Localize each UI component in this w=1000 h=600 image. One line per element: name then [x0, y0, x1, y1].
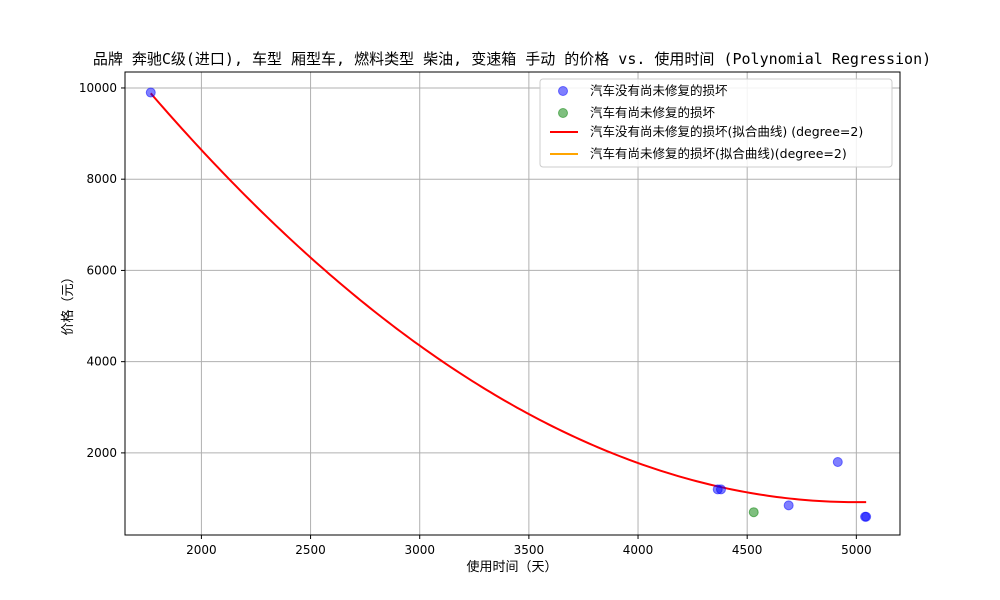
- scatter-point-series-0: [783, 500, 794, 511]
- legend-box: [539, 78, 893, 168]
- scatter-point-series-0: [715, 484, 726, 495]
- y-tick-label: 2000: [86, 446, 117, 460]
- scatter-point-series-0: [832, 457, 843, 468]
- scatter-point-series-1: [748, 507, 759, 518]
- x-tick-label: 3000: [404, 543, 435, 557]
- legend-label-damage: 汽车有尚未修复的损坏: [590, 105, 716, 120]
- y-tick-label: 10000: [79, 81, 117, 95]
- x-tick-label: 2500: [295, 543, 326, 557]
- x-tick-label: 3500: [514, 543, 545, 557]
- series-layer: [145, 87, 872, 522]
- legend-marker-damage: [558, 108, 568, 118]
- x-tick-label: 2000: [186, 543, 217, 557]
- y-tick-label: 4000: [86, 355, 117, 369]
- y-tick-label: 8000: [86, 172, 117, 186]
- x-tick-label: 5000: [841, 543, 872, 557]
- legend-marker-no-damage: [558, 86, 568, 96]
- x-axis-label: 使用时间（天）: [466, 559, 557, 575]
- y-tick-label: 6000: [86, 263, 117, 277]
- y-axis-label: 价格（元）: [60, 270, 76, 335]
- x-tick-label: 4000: [623, 543, 654, 557]
- legend: 汽车没有尚未修复的损坏 汽车有尚未修复的损坏 汽车没有尚未修复的损坏(拟合曲线)…: [539, 78, 893, 168]
- scatter-point-series-0: [861, 511, 872, 522]
- axis-ticks: 2000 2500 3000 3500 4000 4500 5000 2000 4000 6000…: [79, 81, 872, 557]
- chart-title: 品牌 奔驰C级(进口), 车型 厢型车, 燃料类型 柴油, 变速箱 手动 的价格…: [93, 50, 931, 68]
- legend-label-damage-fit: 汽车有尚未修复的损坏(拟合曲线)(degree=2): [590, 146, 847, 161]
- x-tick-label: 4500: [732, 543, 763, 557]
- scatter-point-series-0: [145, 87, 156, 98]
- legend-label-no-damage: 汽车没有尚未修复的损坏: [590, 83, 728, 98]
- legend-label-no-damage-fit: 汽车没有尚未修复的损坏(拟合曲线) (degree=2): [590, 124, 863, 139]
- grid-lines: [125, 72, 900, 535]
- fit-curve-2: [150, 92, 867, 504]
- plot-frame: [124, 71, 901, 536]
